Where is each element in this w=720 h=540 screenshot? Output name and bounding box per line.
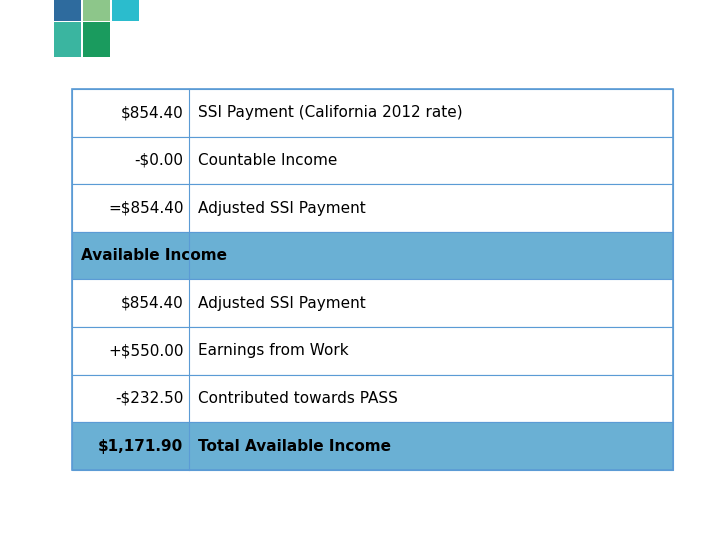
Text: Earnings from Work: Earnings from Work xyxy=(198,343,348,359)
Text: +$550.00: +$550.00 xyxy=(108,343,184,359)
Text: Contributed towards PASS: Contributed towards PASS xyxy=(198,391,397,406)
Text: Available Income: Available Income xyxy=(81,248,227,263)
Text: $1,171.90: $1,171.90 xyxy=(98,438,184,454)
Text: -$0.00: -$0.00 xyxy=(135,153,184,168)
Text: -$232.50: -$232.50 xyxy=(115,391,184,406)
Text: SSI Payment (California 2012 rate): SSI Payment (California 2012 rate) xyxy=(198,105,462,120)
Text: =$854.40: =$854.40 xyxy=(108,200,184,215)
Text: Adjusted SSI Payment: Adjusted SSI Payment xyxy=(198,296,366,310)
Text: Total Available Income: Total Available Income xyxy=(198,438,391,454)
Text: $854.40: $854.40 xyxy=(121,296,184,310)
Text: Countable Income: Countable Income xyxy=(198,153,337,168)
Text: $854.40: $854.40 xyxy=(121,105,184,120)
Text: Adjusted SSI Payment: Adjusted SSI Payment xyxy=(198,200,366,215)
